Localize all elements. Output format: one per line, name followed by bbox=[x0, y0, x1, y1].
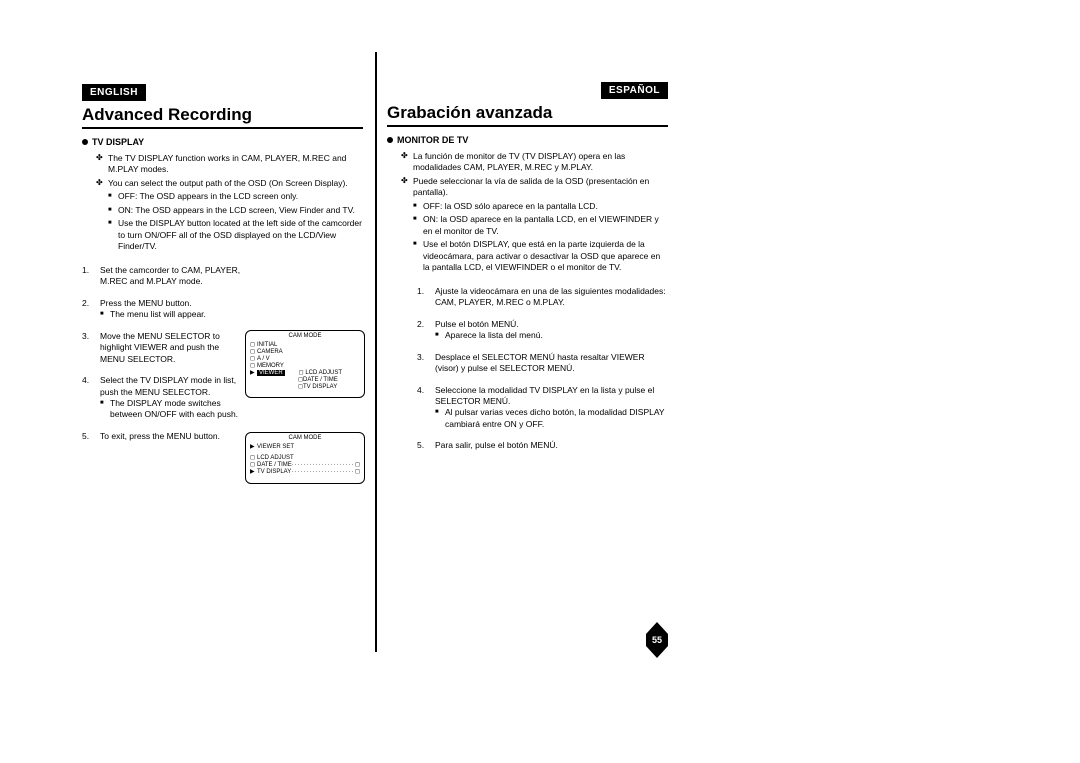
osd-menu-2: CAM MODE ▶VIEWER SET ◻LCD ADJUST ◻DATE /… bbox=[245, 432, 365, 484]
section-tv-display: TV DISPLAY bbox=[82, 137, 363, 147]
title-en: Advanced Recording bbox=[82, 105, 363, 125]
lang-badge-en: ENGLISH bbox=[82, 84, 146, 101]
para: You can select the output path of the OS… bbox=[96, 178, 363, 189]
right-column: ESPAÑOL Grabación avanzada MONITOR DE TV… bbox=[375, 82, 668, 662]
bullet: ON: The OSD appears in the LCD screen, V… bbox=[108, 205, 363, 216]
steps-en: 1.Set the camcorder to CAM, PLAYER, M.RE… bbox=[82, 265, 242, 443]
step-1: 1.Set the camcorder to CAM, PLAYER, M.RE… bbox=[82, 265, 242, 288]
para: The TV DISPLAY function works in CAM, PL… bbox=[96, 153, 363, 176]
osd-title: CAM MODE bbox=[250, 333, 360, 339]
bullet: OFF: The OSD appears in the LCD screen o… bbox=[108, 191, 363, 202]
section-monitor-tv: MONITOR DE TV bbox=[387, 135, 668, 145]
page-number-label: 55 bbox=[646, 634, 668, 646]
triangle-down-icon bbox=[646, 646, 668, 658]
step-4: 4.Select the TV DISPLAY mode in list, pu… bbox=[82, 375, 242, 421]
manual-page: ENGLISH Advanced Recording TV DISPLAY Th… bbox=[82, 82, 672, 662]
osd-row: ◻MEMORY bbox=[250, 362, 360, 369]
osd-row: ◻LCD ADJUST bbox=[250, 454, 360, 461]
osd-row: ◻CAMERA bbox=[250, 348, 360, 355]
osd-sub-row: ◻ DATE / TIME bbox=[250, 376, 360, 383]
bullet: ON: la OSD aparece en la pantalla LCD, e… bbox=[413, 214, 668, 237]
para: Puede seleccionar la vía de salida de la… bbox=[401, 176, 668, 199]
sub-bullet: Al pulsar varias veces dicho botón, la m… bbox=[435, 407, 668, 430]
step-5: 5.Para salir, pulse el botón MENÚ. bbox=[417, 440, 668, 451]
sub-bullet: The menu list will appear. bbox=[100, 309, 242, 320]
bullet: Use el botón DISPLAY, que está en la par… bbox=[413, 239, 668, 273]
page-number: 55 bbox=[646, 622, 668, 658]
para: La función de monitor de TV (TV DISPLAY)… bbox=[401, 151, 668, 174]
bullet: OFF: la OSD sólo aparece en la pantalla … bbox=[413, 201, 668, 212]
step-3: 3.Desplace el SELECTOR MENÚ hasta resalt… bbox=[417, 352, 668, 375]
osd-row: ▶TV DISPLAY·····················◻ bbox=[250, 468, 360, 475]
rule bbox=[387, 125, 668, 127]
step-5: 5.To exit, press the MENU button. bbox=[82, 431, 242, 442]
osd-row: ◻DATE / TIME·····················◻ bbox=[250, 461, 360, 468]
osd-row: ▶VIEWER ◻ LCD ADJUST bbox=[250, 369, 360, 376]
step-4: 4.Seleccione la modalidad TV DISPLAY en … bbox=[417, 385, 668, 431]
triangle-up-icon bbox=[646, 622, 668, 634]
osd-row: ◻INITIAL bbox=[250, 341, 360, 348]
lang-badge-es: ESPAÑOL bbox=[601, 82, 668, 99]
bullet: Use the DISPLAY button located at the le… bbox=[108, 218, 363, 252]
title-es: Grabación avanzada bbox=[387, 103, 668, 123]
step-2: 2.Pulse el botón MENÚ. Aparece la lista … bbox=[417, 319, 668, 342]
step-2: 2.Press the MENU button. The menu list w… bbox=[82, 298, 242, 321]
osd-row: ▶VIEWER SET bbox=[250, 443, 360, 450]
intro-en: The TV DISPLAY function works in CAM, PL… bbox=[82, 153, 363, 253]
osd-sub-row: ◻ TV DISPLAY bbox=[250, 383, 360, 390]
sub-bullet: Aparece la lista del menú. bbox=[435, 330, 668, 341]
sub-bullet: The DISPLAY mode switches between ON/OFF… bbox=[100, 398, 242, 421]
left-column: ENGLISH Advanced Recording TV DISPLAY Th… bbox=[82, 82, 375, 662]
steps-es: 1.Ajuste la videocámara en una de las si… bbox=[417, 286, 668, 452]
osd-title: CAM MODE bbox=[250, 435, 360, 441]
osd-row: ◻A / V bbox=[250, 355, 360, 362]
osd-menu-1: CAM MODE ◻INITIAL ◻CAMERA ◻A / V ◻MEMORY… bbox=[245, 330, 365, 398]
step-3: 3.Move the MENU SELECTOR to highlight VI… bbox=[82, 331, 242, 365]
intro-es: La función de monitor de TV (TV DISPLAY)… bbox=[387, 151, 668, 274]
step-1: 1.Ajuste la videocámara en una de las si… bbox=[417, 286, 668, 309]
rule bbox=[82, 127, 363, 129]
